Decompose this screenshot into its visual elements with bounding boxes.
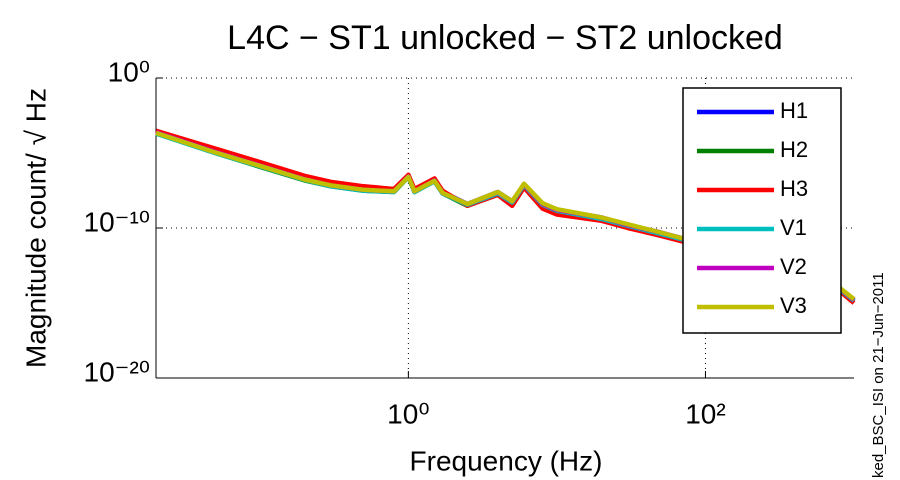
legend-label: H1 <box>780 98 808 123</box>
legend: H1 H2 H3 V1 V2 V3 <box>682 87 842 334</box>
legend-label: V3 <box>780 293 807 318</box>
x-tick-label: 10² <box>685 398 725 429</box>
y-axis-label: Magnitude count/ √ Hz <box>20 88 51 368</box>
legend-label: V1 <box>780 215 807 240</box>
x-tick-label: 10⁰ <box>387 398 429 429</box>
legend-box <box>682 87 842 334</box>
legend-label: H3 <box>780 176 808 201</box>
legend-label: V2 <box>780 254 807 279</box>
x-axis-label: Frequency (Hz) <box>410 445 603 476</box>
chart-title: L4C − ST1 unlocked − ST2 unlocked <box>227 19 783 57</box>
side-note: ked_BSC_ISI on 21−Jun−2011 <box>870 272 887 478</box>
legend-label: H2 <box>780 137 808 162</box>
y-tick-label: 10⁰ <box>108 56 150 87</box>
y-tick-label: 10⁻¹⁰ <box>84 206 150 237</box>
y-tick-label: 10⁻²⁰ <box>84 356 150 387</box>
